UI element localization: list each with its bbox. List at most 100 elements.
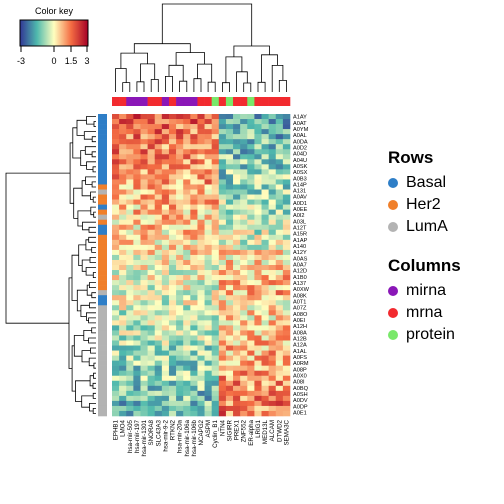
- heatmap-cell: [112, 129, 120, 135]
- heatmap-cell: [112, 244, 120, 251]
- heatmap-cell: [225, 229, 234, 236]
- heatmap-cell: [168, 214, 177, 220]
- heatmap-cell: [197, 164, 205, 170]
- heatmap-cell: [133, 355, 141, 361]
- heatmap-cell: [240, 179, 248, 185]
- heatmap-cell: [254, 239, 262, 246]
- heatmap-cell: [161, 370, 170, 377]
- dendrogram-branch: [89, 282, 96, 288]
- heatmap-cell: [183, 259, 191, 266]
- heatmap-cell: [254, 144, 262, 150]
- heatmap-cell: [197, 214, 205, 220]
- heatmap-cell: [247, 385, 255, 392]
- heatmap-cell: [247, 229, 255, 236]
- heatmap-cell: [247, 365, 255, 371]
- heatmap-cell: [240, 189, 248, 195]
- heatmap-cell: [240, 320, 248, 326]
- heatmap-cell: [190, 285, 198, 291]
- heatmap-cell: [211, 124, 220, 130]
- heatmap-cell: [268, 249, 277, 256]
- heatmap-cell: [119, 410, 127, 417]
- heatmap-cell: [183, 174, 191, 180]
- row-label: A03L: [293, 219, 306, 225]
- heatmap-cell: [211, 189, 220, 195]
- heatmap-cell: [218, 280, 227, 286]
- heatmap-cell: [268, 159, 277, 165]
- heatmap-cell: [275, 360, 284, 366]
- heatmap-cell: [190, 405, 198, 412]
- heatmap-cell: [190, 159, 198, 165]
- heatmap-cell: [133, 194, 141, 200]
- heatmap-cell: [225, 385, 234, 392]
- heatmap-cell: [225, 154, 234, 160]
- dendrogram-branch: [261, 54, 278, 83]
- heatmap-cell: [211, 254, 220, 261]
- heatmap-cell: [133, 249, 141, 256]
- heatmap-cell: [140, 139, 148, 145]
- heatmap-cell: [240, 360, 248, 366]
- heatmap-cell: [112, 315, 120, 321]
- heatmap-cell: [233, 149, 241, 155]
- heatmap-cell: [161, 199, 170, 205]
- heatmap-cell: [218, 335, 227, 341]
- heatmap-cell: [282, 410, 291, 417]
- heatmap-cell: [197, 310, 205, 316]
- heatmap-cell: [197, 285, 205, 291]
- heatmap-cell: [176, 285, 184, 291]
- heatmap-cell: [133, 234, 141, 241]
- heatmap-cell: [268, 199, 277, 205]
- legend-rows-title: Rows: [388, 148, 434, 167]
- heatmap-cell: [190, 265, 198, 271]
- heatmap-cell: [247, 174, 255, 180]
- heatmap-cell: [154, 204, 163, 210]
- heatmap-cell: [133, 320, 141, 326]
- heatmap-cell: [126, 375, 134, 382]
- heatmap-cell: [168, 355, 177, 361]
- dendrogram-branch: [197, 63, 213, 83]
- heatmap-cell: [282, 380, 291, 387]
- heatmap-cell: [197, 249, 205, 256]
- heatmap-cell: [261, 315, 269, 321]
- heatmap-cell: [282, 330, 291, 336]
- heatmap-cell: [240, 244, 248, 251]
- heatmap-cell: [140, 179, 148, 185]
- heatmap-cell: [211, 335, 220, 341]
- heatmap-cell: [176, 375, 184, 382]
- heatmap-cell: [254, 295, 262, 301]
- heatmap-cell: [204, 265, 212, 271]
- heatmap-cell: [218, 184, 227, 190]
- heatmap-cell: [211, 410, 220, 417]
- heatmap-cell: [225, 164, 234, 170]
- heatmap-cell: [197, 199, 205, 205]
- legend-dot-protein: [388, 330, 398, 340]
- column-side-color: [211, 97, 220, 106]
- heatmap-cell: [240, 139, 248, 145]
- heatmap-cell: [261, 365, 269, 371]
- heatmap-cell: [282, 174, 291, 180]
- heatmap-cell: [240, 144, 248, 150]
- heatmap-cell: [261, 199, 269, 205]
- heatmap-cell: [133, 199, 141, 205]
- heatmap-cell: [204, 164, 212, 170]
- heatmap-cell: [161, 249, 170, 256]
- heatmap-cell: [225, 214, 234, 220]
- heatmap-cell: [218, 360, 227, 366]
- row-side-color: [98, 300, 107, 306]
- heatmap-cell: [126, 300, 134, 306]
- heatmap-cell: [240, 234, 248, 241]
- heatmap-cell: [211, 169, 220, 175]
- heatmap-cell: [211, 265, 220, 271]
- heatmap-cell: [161, 330, 170, 336]
- heatmap-cell: [254, 234, 262, 241]
- dendrogram-branch: [243, 82, 252, 92]
- heatmap-cell: [161, 229, 170, 236]
- column-label: PREX1: [234, 419, 241, 440]
- heatmap-cell: [240, 310, 248, 316]
- dendrogram-branch: [89, 257, 96, 263]
- heatmap-cell: [254, 275, 262, 281]
- heatmap-cell: [275, 305, 284, 311]
- heatmap-cell: [225, 310, 234, 316]
- heatmap-cell: [254, 184, 262, 190]
- heatmap-cell: [183, 199, 191, 205]
- heatmap-cell: [112, 365, 120, 371]
